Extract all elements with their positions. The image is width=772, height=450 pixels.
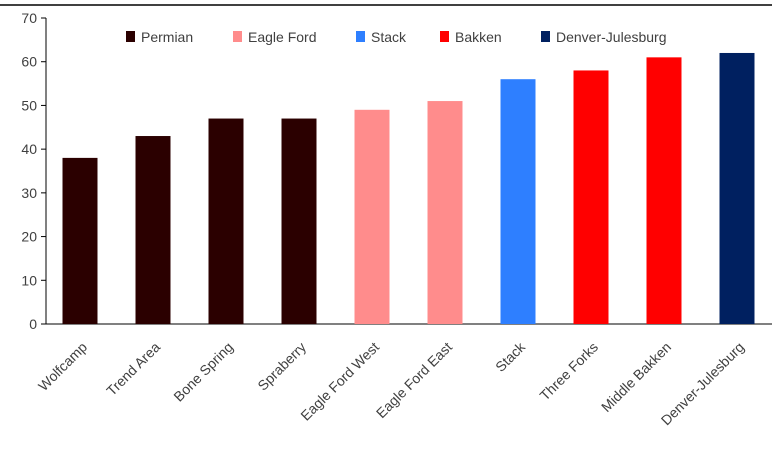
y-tick-label: 30 — [21, 185, 37, 201]
legend-swatch — [541, 31, 550, 42]
legend-swatch — [126, 31, 135, 42]
y-tick-label: 10 — [21, 272, 37, 288]
plot-area: 0 10 20 30 40 50 60 70 Wolfcamp Trend Area Bone Sp… — [0, 4, 772, 428]
bar-middle-bakken — [646, 57, 682, 324]
x-tick-label: Spraberry — [254, 339, 309, 394]
y-tick-label: 70 — [21, 10, 37, 26]
bar-bone-spring — [208, 118, 244, 325]
y-tick-label: 20 — [21, 229, 37, 245]
legend-swatch — [356, 31, 365, 42]
y-tick-label: 40 — [21, 141, 37, 157]
bar-trend-area — [135, 136, 171, 324]
bar-three-forks — [573, 70, 609, 324]
legend-label: Stack — [371, 29, 407, 45]
bar-denver-julesburg — [719, 52, 755, 324]
bar-eagle-ford-west — [354, 109, 390, 324]
x-tick-label: Trend Area — [103, 339, 163, 399]
legend: Permian Eagle Ford Stack Bakken Denver-Jules… — [126, 29, 667, 45]
x-tick-label: Bone Spring — [170, 339, 236, 405]
legend-label: Permian — [141, 29, 193, 45]
x-tick-label: Three Forks — [536, 339, 601, 404]
legend-swatch — [440, 31, 449, 42]
x-tick-label: Wolfcamp — [35, 339, 90, 394]
x-tick-label: Stack — [492, 338, 529, 375]
y-tick-label: 0 — [29, 316, 37, 332]
bar-spraberry — [281, 118, 317, 325]
legend-label: Denver-Julesburg — [556, 29, 667, 45]
bar-eagle-ford-east — [427, 101, 463, 324]
legend-label: Eagle Ford — [248, 29, 316, 45]
x-tick-label: Eagle Ford East — [373, 339, 455, 421]
legend-label: Bakken — [455, 29, 502, 45]
bar-wolfcamp — [62, 157, 98, 324]
legend-swatch — [233, 31, 242, 42]
bar-stack — [500, 79, 536, 324]
x-tick-label: Middle Bakken — [598, 339, 674, 415]
y-tick-label: 60 — [21, 54, 37, 70]
x-tick-label: Eagle Ford West — [297, 339, 382, 424]
y-tick-label: 50 — [21, 97, 37, 113]
